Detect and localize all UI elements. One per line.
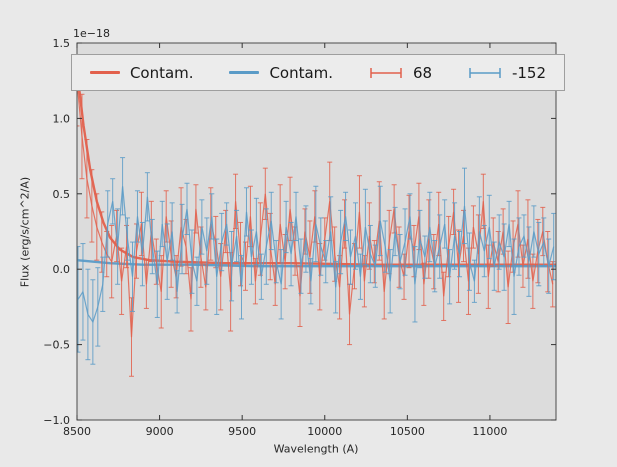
red-line-glyph xyxy=(89,71,120,74)
legend-entry-contam-red: Contam. xyxy=(89,63,194,82)
legend-entry-68: 68 xyxy=(369,64,432,82)
y-tick-label: 0.5 xyxy=(53,188,71,201)
x-tick-label: 8500 xyxy=(63,425,91,438)
legend-entry-contam-blue: Contam. xyxy=(229,64,333,82)
x-tick-label: 10000 xyxy=(307,425,342,438)
red-errorbar-glyph xyxy=(370,67,402,78)
y-tick-label: 0.0 xyxy=(53,263,71,276)
x-tick-label: 10500 xyxy=(390,425,425,438)
legend-label: Contam. xyxy=(129,63,194,82)
x-tick-label: 11000 xyxy=(472,425,507,438)
y-tick-label: −0.5 xyxy=(43,339,70,352)
legend-label: Contam. xyxy=(269,63,334,82)
x-tick-label: 9000 xyxy=(146,425,174,438)
legend-entry-minus152: -152 xyxy=(468,64,546,82)
blue-errorbar-glyph xyxy=(469,67,501,78)
y-tick-label: 1.0 xyxy=(53,112,71,125)
y-axis-offset-label: 1e−18 xyxy=(73,27,110,40)
x-axis-label: Wavelength (A) xyxy=(273,442,359,456)
axes-spine xyxy=(76,42,557,421)
legend-label: -152 xyxy=(511,63,546,82)
y-tick-label: −1.0 xyxy=(43,414,70,427)
y-tick-label: 1.5 xyxy=(53,37,71,50)
blue-line-glyph xyxy=(229,71,260,74)
series-layer xyxy=(77,43,556,377)
errorbar-series-68 xyxy=(77,43,556,377)
legend: Contam. Contam. 68 -152 xyxy=(71,54,565,91)
y-axis-label: Flux (erg/s/cm^2/A) xyxy=(18,176,32,288)
errorbar-series--152 xyxy=(77,157,556,365)
legend-label: 68 xyxy=(412,63,433,82)
x-tick-label: 9500 xyxy=(228,425,256,438)
